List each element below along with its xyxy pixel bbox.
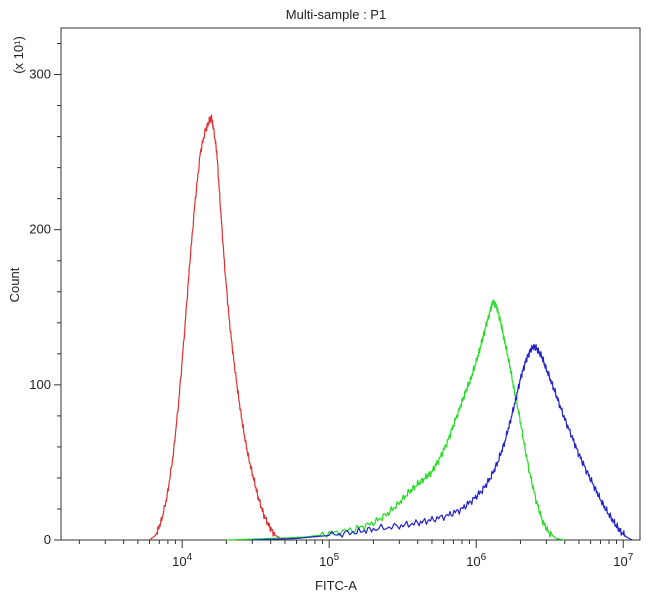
x-axis-label: FITC-A bbox=[315, 578, 357, 593]
series-layer bbox=[149, 114, 633, 541]
series-line-2 bbox=[226, 299, 565, 541]
y-tick-label: 0 bbox=[44, 532, 51, 547]
y-tick-label: 300 bbox=[29, 67, 51, 82]
plot-frame bbox=[60, 27, 641, 541]
y-tick-label: 100 bbox=[29, 377, 51, 392]
y-axis-label: Count bbox=[7, 267, 22, 302]
y-axis: 0 100 200 300 bbox=[29, 43, 61, 547]
y-tick-label: 200 bbox=[29, 222, 51, 237]
x-axis: 104 105 106 107 bbox=[78, 540, 634, 569]
chart-title: Multi-sample : P1 bbox=[286, 7, 386, 22]
x-tick-label: 106 bbox=[466, 552, 486, 569]
y-axis-multiplier: (x 10¹) bbox=[11, 36, 26, 74]
series-line-1 bbox=[149, 114, 286, 541]
series-line-3 bbox=[252, 343, 633, 541]
x-tick-label: 104 bbox=[172, 552, 192, 569]
x-tick-label: 105 bbox=[319, 552, 339, 569]
x-tick-label: 107 bbox=[613, 552, 633, 569]
